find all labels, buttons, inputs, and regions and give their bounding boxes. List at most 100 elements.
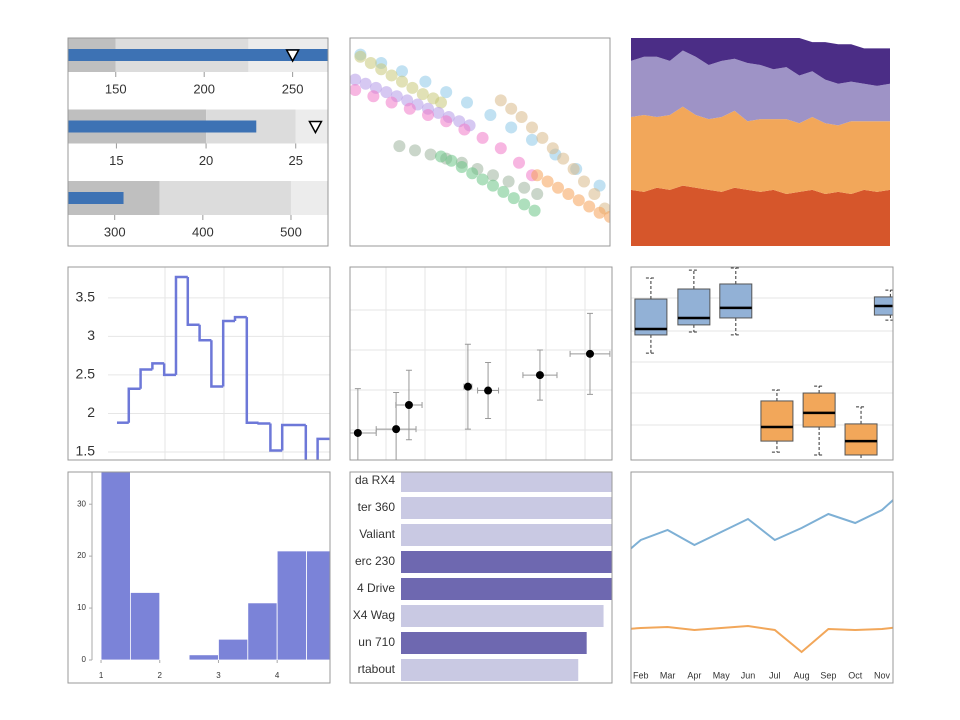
x-tick-label: Mar: [660, 670, 676, 680]
chart-scatter: [350, 48, 610, 223]
panel-frame: [630, 471, 894, 684]
whisker: [688, 324, 699, 333]
box: [844, 423, 878, 456]
point: [353, 428, 362, 437]
point: [588, 188, 601, 200]
point: [406, 81, 419, 94]
point: [531, 169, 544, 182]
bar: [188, 654, 219, 661]
bar: [401, 497, 612, 519]
bullet-range: [290, 181, 328, 215]
area-layer: [631, 50, 890, 126]
bar: [401, 472, 612, 492]
point: [567, 163, 580, 176]
point: [585, 349, 594, 358]
area-layer: [631, 185, 890, 246]
whisker: [688, 269, 699, 290]
panel-frame: [67, 471, 331, 684]
box: [760, 400, 794, 442]
point: [435, 96, 447, 109]
point: [392, 425, 401, 434]
point: [526, 121, 538, 134]
whisker: [645, 334, 656, 354]
step-segment: [221, 319, 235, 387]
point: [350, 84, 362, 96]
step-segment: [316, 437, 330, 460]
step-segment: [198, 324, 212, 342]
x-tick-label: Apr: [687, 670, 701, 680]
x-tick-label: May: [713, 670, 731, 680]
point: [404, 400, 413, 409]
point: [518, 181, 531, 194]
point: [494, 94, 507, 107]
x-tick-label: 200: [193, 81, 215, 96]
point: [440, 86, 453, 99]
line: [631, 624, 893, 654]
panel-frame: [349, 266, 613, 461]
bullet-range: [159, 181, 291, 215]
point: [502, 175, 515, 188]
y-tick-label: 10: [77, 603, 86, 612]
point: [557, 152, 570, 165]
point: [562, 188, 575, 200]
bullet-target: [338, 193, 350, 204]
whisker: [856, 406, 867, 424]
whisker: [771, 389, 782, 401]
step-segment: [174, 275, 188, 375]
bullet-measure: [68, 49, 328, 61]
x-tick-label: 2: [158, 671, 163, 680]
bar: [401, 524, 612, 546]
point: [494, 142, 507, 155]
bar: [306, 550, 330, 661]
point: [541, 175, 554, 188]
y-tick-label: un 710: [358, 635, 395, 649]
step-segment: [139, 368, 153, 389]
y-tick-label: Valiant: [359, 527, 395, 541]
bullet-measure: [68, 120, 257, 133]
y-tick-label: 4 Drive: [357, 581, 395, 595]
point: [461, 96, 473, 109]
x-tick-label: Oct: [848, 670, 863, 680]
whisker: [814, 385, 825, 394]
point: [604, 210, 610, 223]
point: [507, 192, 520, 205]
bullet-target: [308, 120, 323, 135]
panel-frame: [67, 266, 331, 461]
point: [354, 50, 367, 63]
y-tick-label: erc 230: [355, 554, 395, 568]
point: [505, 121, 518, 134]
point: [455, 160, 468, 173]
x-tick-label: 25: [288, 153, 302, 168]
step-segment: [127, 387, 141, 423]
point: [497, 185, 510, 198]
point: [359, 77, 372, 90]
point: [484, 386, 493, 395]
point: [403, 102, 416, 115]
point: [487, 179, 499, 192]
x-tick-label: 250: [282, 81, 304, 96]
x-tick-label: 1: [99, 671, 104, 680]
step-segment: [269, 423, 283, 452]
point: [518, 198, 531, 211]
bar: [401, 551, 612, 573]
bullet-target: [285, 49, 300, 63]
chart-step: 1.5 2 2.5 3 3.5: [76, 275, 330, 460]
step-segment: [233, 315, 247, 321]
x-tick-label: 3: [216, 671, 221, 680]
y-tick-label: da RX4: [355, 473, 395, 487]
point: [572, 194, 585, 207]
point: [531, 188, 544, 200]
y-tick-label: rtabout: [358, 662, 396, 676]
point: [535, 371, 544, 380]
y-tick-label: ter 360: [358, 500, 396, 514]
point: [440, 115, 453, 128]
panel-frame: [349, 37, 611, 247]
point: [466, 167, 479, 180]
box: [677, 288, 711, 326]
bar: [129, 592, 161, 661]
bullet-measure: [68, 192, 124, 204]
whisker: [645, 277, 656, 300]
x-tick-label: 4: [275, 671, 280, 680]
x-tick-label: Jun: [741, 670, 756, 680]
